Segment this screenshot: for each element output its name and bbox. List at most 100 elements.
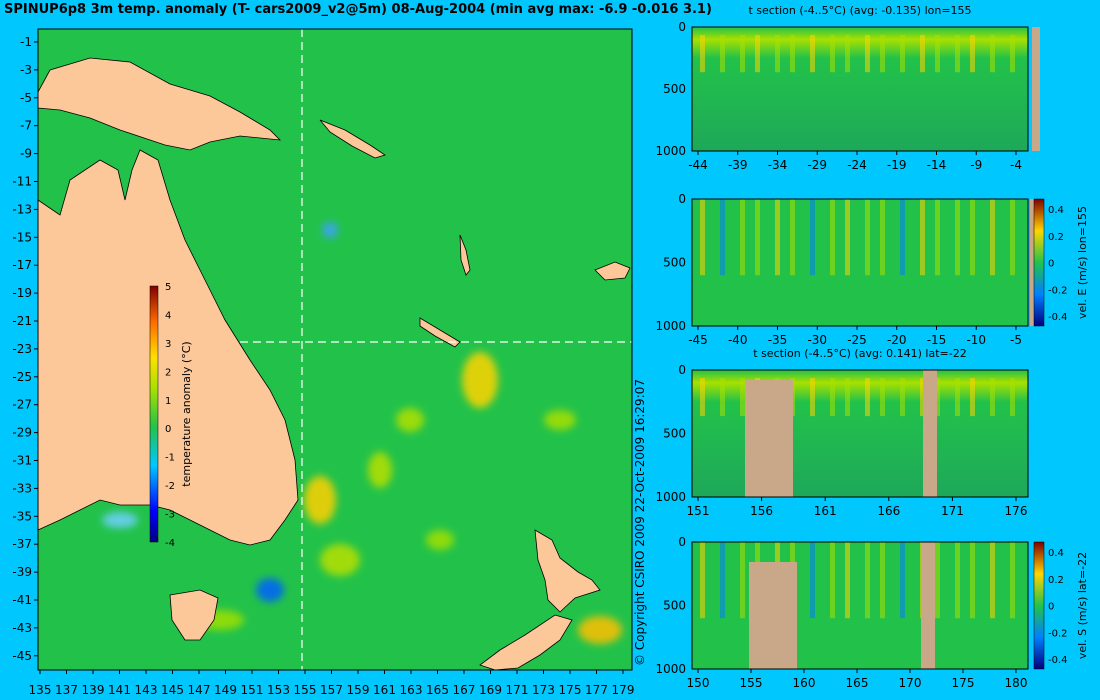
section-panel-title: t section (-4..5°C) (avg: 0.141) lat=-22: [753, 347, 966, 360]
map-colorbar-tick: -1: [165, 453, 175, 464]
depth-tick-label: 1000: [655, 490, 686, 504]
section-x-tick-label: -25: [847, 333, 867, 347]
lat-tick-label: -27: [12, 398, 32, 412]
velocity-colorbar-tick: -0.2: [1048, 628, 1068, 639]
section-streak: [970, 35, 975, 73]
velocity-colorbar-tick: -0.4: [1048, 655, 1068, 666]
section-x-tick-label: 151: [687, 504, 710, 518]
section-x-tick-label: -19: [887, 158, 907, 172]
section-land: [1032, 27, 1040, 151]
section-streak: [830, 542, 835, 619]
section-streak: [700, 199, 705, 276]
section-streak: [810, 378, 815, 417]
section-streak: [865, 542, 870, 619]
section-x-tick-label: 180: [1005, 676, 1028, 690]
lon-tick-label: 167: [453, 683, 476, 697]
section-streak: [955, 199, 960, 276]
section-x-tick-label: 170: [899, 676, 922, 690]
section-streak: [865, 199, 870, 276]
section-streak: [880, 35, 885, 73]
section-streak: [935, 35, 940, 73]
section-streak: [740, 35, 745, 73]
map-colorbar-tick: 2: [165, 367, 171, 378]
section-streak: [775, 199, 780, 276]
lon-tick-label: 145: [161, 683, 184, 697]
map-colorbar-tick: 0: [165, 424, 171, 435]
lat-tick-label: -15: [12, 230, 32, 244]
section-streak: [990, 35, 995, 73]
map-colorbar-tick: 3: [165, 339, 171, 350]
lon-tick-label: 177: [585, 683, 608, 697]
section-streak: [970, 542, 975, 619]
section-streak: [1010, 35, 1015, 73]
section-x-tick-label: -34: [768, 158, 788, 172]
section-streak: [955, 35, 960, 73]
section-x-tick-label: 150: [687, 676, 710, 690]
section-x-tick-label: -40: [728, 333, 748, 347]
section-streak: [845, 378, 850, 417]
section-streak: [845, 199, 850, 276]
section-streak: [810, 199, 815, 276]
map-colorbar-tick: -4: [165, 538, 175, 549]
section-land: [745, 380, 793, 497]
section-streak: [740, 199, 745, 276]
section-x-tick-label: 175: [952, 676, 975, 690]
section-streak: [740, 542, 745, 619]
section-streak: [720, 542, 725, 619]
lon-tick-label: 171: [506, 683, 529, 697]
velocity-colorbar-label: vel. S (m/s) lat=-22: [1076, 552, 1089, 659]
lat-tick-label: -7: [20, 119, 32, 133]
map-colorbar-tick: -2: [165, 481, 175, 492]
velocity-colorbar-tick: 0.4: [1048, 205, 1064, 216]
section-streak: [920, 378, 925, 417]
copyright-text: © Copyright CSIRO 2009 22-Oct-2009 16:29…: [633, 379, 647, 666]
section-streak: [990, 542, 995, 619]
section-streak: [700, 542, 705, 619]
velocity-colorbar-tick: -0.4: [1048, 312, 1068, 323]
lat-tick-label: -3: [20, 63, 32, 77]
nz-south: [479, 614, 573, 671]
section-streak: [830, 35, 835, 73]
section-streak: [775, 35, 780, 73]
section-streak: [810, 542, 815, 619]
section-land: [923, 370, 937, 497]
section-x-tick-label: 161: [814, 504, 837, 518]
map-colorbar-tick: -3: [165, 510, 175, 521]
lon-tick-label: 163: [400, 683, 423, 697]
section-streak: [1010, 378, 1015, 417]
nz-north: [534, 529, 601, 613]
section-x-tick-label: -44: [688, 158, 708, 172]
section-streak: [865, 35, 870, 73]
lon-tick-label: 147: [188, 683, 211, 697]
section-x-tick-label: 165: [846, 676, 869, 690]
section-streak: [830, 199, 835, 276]
section-panel-2: 0 500 1000-45 -40 -35 -30 -25 -20 -15 -10 -5 0.4 0.2…: [655, 192, 1089, 347]
lat-tick-label: -31: [12, 454, 32, 468]
section-streak: [990, 199, 995, 276]
map-colorbar-label: temperature anomaly (°C): [180, 341, 193, 486]
lon-tick-label: 175: [559, 683, 582, 697]
longitude-ticks: 135 137 139 141 143 145 147 149 151 153 155 157 159 1…: [29, 670, 634, 697]
section-streak: [740, 378, 745, 417]
section-x-tick-label: -5: [1010, 333, 1022, 347]
lat-tick-label: -1: [20, 35, 32, 49]
lon-tick-label: 161: [373, 683, 396, 697]
depth-tick-label: 500: [663, 427, 686, 441]
depth-tick-label: 0: [678, 363, 686, 377]
section-x-tick-label: 166: [877, 504, 900, 518]
lat-tick-label: -41: [12, 593, 32, 607]
lon-tick-label: 151: [241, 683, 264, 697]
latitude-ticks: -1 -3 -5 -7 -9 -11 -13 -15 -17 -19 -21 -23 -25 -27 -29…: [12, 35, 38, 663]
lon-tick-label: 155: [294, 683, 317, 697]
new-guinea: [37, 57, 282, 151]
section-x-tick-label: 155: [740, 676, 763, 690]
velocity-colorbar-tick: 0.4: [1048, 548, 1064, 559]
section-streak: [920, 199, 925, 276]
lon-tick-label: 139: [82, 683, 105, 697]
depth-tick-label: 500: [663, 82, 686, 96]
lat-tick-label: -13: [12, 202, 32, 216]
section-x-tick-label: -4: [1010, 158, 1022, 172]
section-streak: [970, 199, 975, 276]
